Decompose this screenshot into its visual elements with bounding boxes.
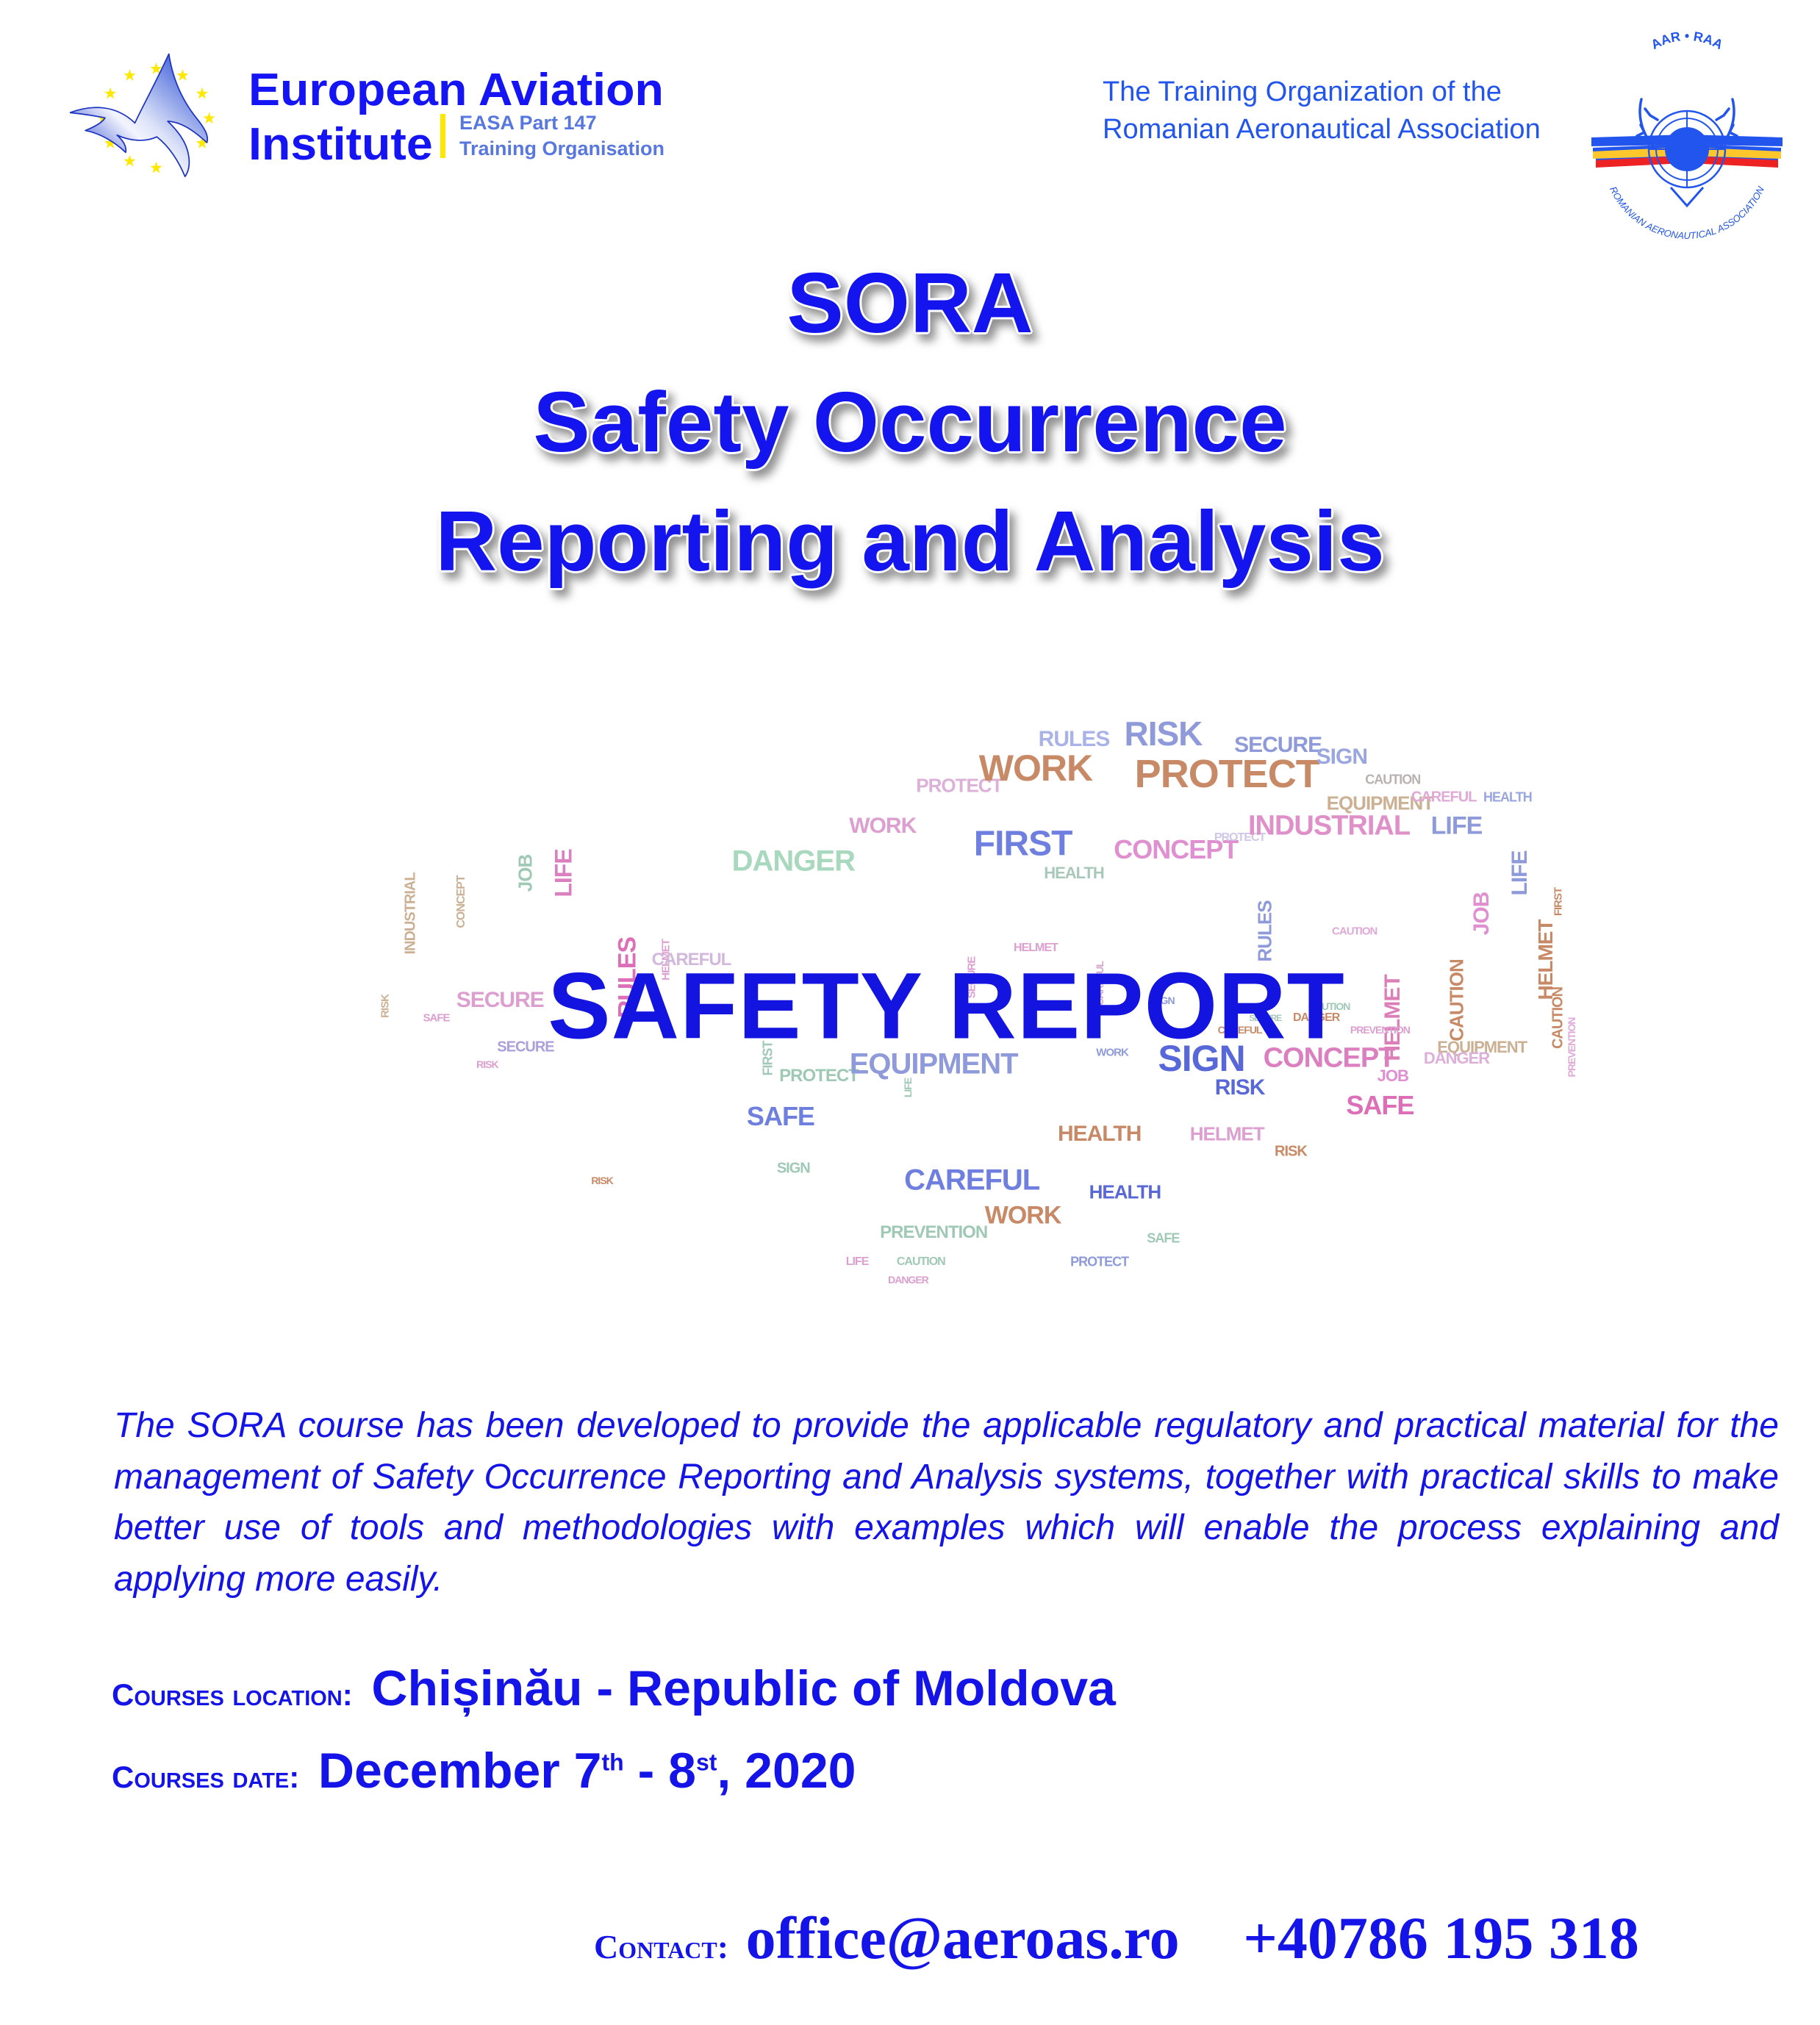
svg-text:ROMANIAN AERONAUTICAL ASSOCIAT: ROMANIAN AERONAUTICAL ASSOCIATION [1608,184,1766,239]
svg-text:AAR • RAA: AAR • RAA [1649,29,1726,52]
